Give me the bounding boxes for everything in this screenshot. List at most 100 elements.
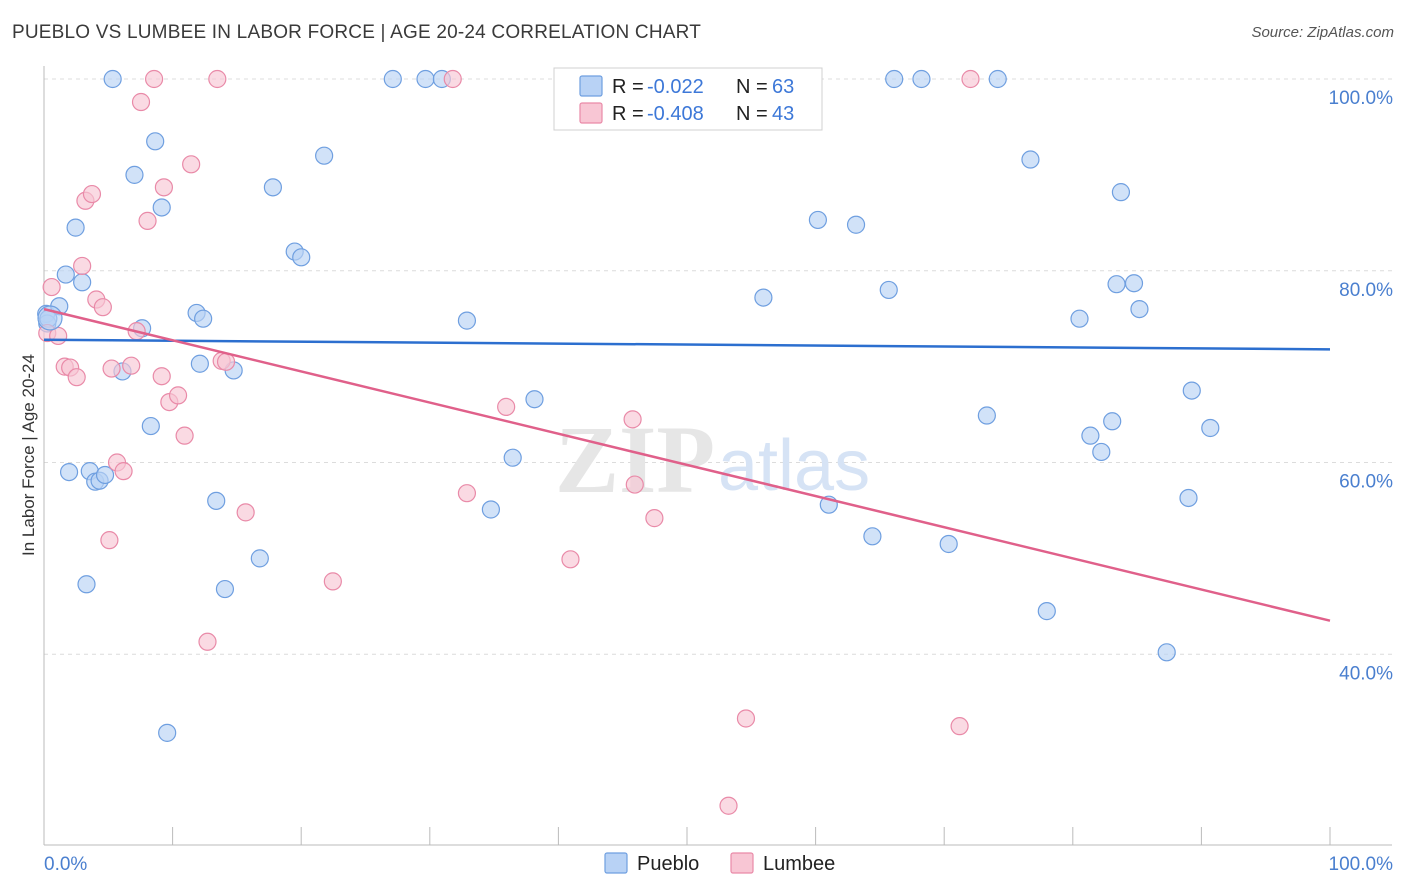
point-lumbee	[645, 509, 664, 528]
point-pueblo	[103, 69, 122, 89]
point-pueblo	[1111, 183, 1131, 202]
point-pueblo	[141, 416, 160, 436]
point-lumbee	[154, 178, 173, 197]
point-pueblo	[263, 178, 282, 197]
point-pueblo	[1201, 418, 1220, 438]
trend-line-lumbee	[43, 307, 1331, 622]
point-lumbee	[236, 503, 255, 522]
point-lumbee	[961, 69, 980, 89]
point-pueblo	[152, 198, 171, 217]
chart-title: PUEBLO VS LUMBEE IN LABOR FORCE | AGE 20…	[12, 22, 702, 43]
point-lumbee	[736, 709, 756, 728]
point-pueblo	[416, 69, 435, 89]
point-pueblo	[1081, 426, 1100, 445]
legend-r-value: -0.408	[647, 103, 704, 125]
point-pueblo	[1124, 274, 1144, 293]
point-pueblo	[125, 165, 144, 184]
data-points	[37, 69, 1220, 815]
point-pueblo	[383, 69, 402, 89]
point-pueblo	[1130, 300, 1149, 319]
point-pueblo	[525, 390, 544, 409]
point-pueblo	[1092, 442, 1111, 462]
point-pueblo	[66, 218, 85, 237]
point-pueblo	[1157, 643, 1176, 662]
point-pueblo	[977, 406, 996, 425]
x-tick-labels: 0.0% 100.0%	[44, 854, 1393, 875]
point-pueblo	[1021, 150, 1040, 169]
legend-r-label: R =	[612, 76, 644, 98]
point-lumbee	[144, 69, 164, 89]
point-lumbee	[623, 410, 642, 429]
point-pueblo	[1182, 381, 1201, 400]
point-pueblo	[207, 491, 226, 510]
chart-source: Source: ZipAtlas.com	[1251, 24, 1394, 41]
point-pueblo	[879, 280, 898, 300]
point-lumbee	[100, 531, 119, 550]
y-tick-label: 60.0%	[1339, 472, 1393, 493]
point-lumbee	[122, 356, 141, 375]
legend-swatch-pueblo	[579, 75, 603, 97]
point-lumbee	[42, 277, 61, 297]
legend-swatch-lumbee	[579, 102, 603, 124]
point-pueblo	[1107, 275, 1126, 294]
point-pueblo	[1070, 309, 1089, 328]
point-lumbee	[73, 256, 92, 276]
x-tick-label: 100.0%	[1329, 854, 1394, 875]
point-pueblo	[95, 465, 115, 485]
point-pueblo	[1179, 488, 1198, 508]
point-lumbee	[114, 462, 133, 481]
trend-line-pueblo	[43, 338, 1331, 351]
y-tick-label: 40.0%	[1339, 663, 1393, 684]
point-lumbee	[175, 426, 194, 445]
point-pueblo	[939, 534, 958, 554]
point-pueblo	[481, 500, 500, 519]
point-pueblo	[754, 288, 773, 307]
watermark-atlas: atlas	[718, 426, 870, 506]
point-pueblo	[315, 146, 334, 165]
point-pueblo	[292, 248, 311, 267]
point-lumbee	[497, 397, 516, 416]
point-lumbee	[950, 717, 969, 736]
point-lumbee	[182, 155, 201, 174]
point-lumbee	[561, 550, 580, 569]
point-lumbee	[198, 632, 217, 651]
point-pueblo	[1037, 602, 1056, 621]
y-tick-labels: 40.0% 60.0% 80.0% 100.0%	[1329, 88, 1394, 684]
point-pueblo	[77, 575, 96, 594]
y-tick-label: 80.0%	[1339, 280, 1393, 301]
point-pueblo	[808, 210, 828, 230]
bottom-legend-swatch-pueblo	[604, 852, 628, 874]
point-lumbee	[323, 572, 342, 591]
legend-n-value: 63	[772, 76, 794, 98]
point-pueblo	[59, 462, 79, 482]
legend: R = -0.022 N = 63 R = -0.408 N = 43	[553, 67, 823, 131]
point-pueblo	[158, 723, 177, 742]
point-lumbee	[719, 796, 738, 815]
point-lumbee	[152, 367, 171, 386]
point-lumbee	[93, 298, 112, 317]
trend-lines	[43, 307, 1331, 622]
bottom-legend-label-lumbee: Lumbee	[763, 853, 835, 875]
point-pueblo	[190, 354, 209, 373]
point-lumbee	[138, 211, 157, 230]
x-tick-label: 0.0%	[44, 854, 87, 875]
point-pueblo	[1103, 412, 1122, 431]
point-pueblo	[503, 448, 522, 467]
point-lumbee	[208, 69, 227, 89]
point-pueblo	[250, 549, 269, 568]
y-axis-label: In Labor Force | Age 20-24	[19, 354, 38, 556]
point-pueblo	[215, 579, 235, 599]
y-tick-label: 100.0%	[1329, 88, 1394, 109]
legend-n-label: N =	[736, 76, 768, 98]
point-lumbee	[457, 484, 477, 503]
point-lumbee	[82, 184, 102, 204]
point-pueblo	[863, 527, 882, 546]
point-pueblo	[885, 69, 904, 89]
point-pueblo	[146, 132, 165, 151]
point-lumbee	[443, 69, 462, 89]
legend-r-label: R =	[612, 103, 644, 125]
grid-lines	[44, 78, 1392, 655]
point-pueblo	[846, 215, 866, 234]
legend-n-label: N =	[736, 103, 768, 125]
